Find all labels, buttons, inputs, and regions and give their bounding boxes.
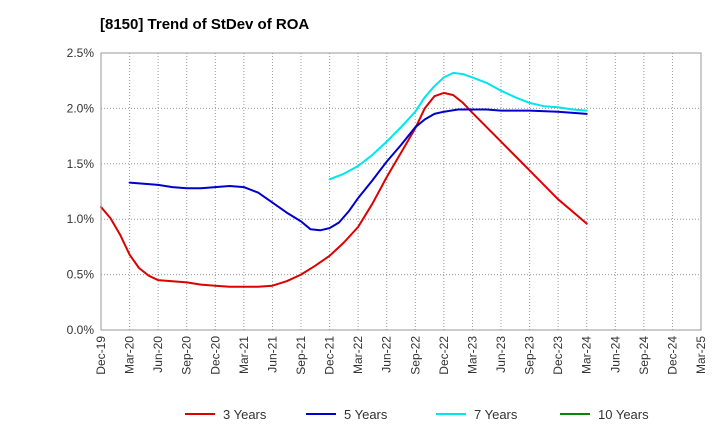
y-tick-label: 1.5% xyxy=(67,157,95,171)
legend-label-7-years: 7 Years xyxy=(474,407,518,422)
x-axis: Dec-19 Mar-20 Jun-20 Sep-20 Dec-20 Mar-21 Jun-… xyxy=(94,336,708,375)
x-tick-label: Mar-22 xyxy=(351,336,365,374)
x-tick-label: Dec-19 xyxy=(94,336,108,375)
plot-area xyxy=(101,53,701,330)
series-line-7-years xyxy=(328,71,588,181)
y-tick-label: 0.5% xyxy=(67,268,95,282)
x-tick-label: Jun-20 xyxy=(151,336,165,373)
legend-label-5-years: 5 Years xyxy=(344,407,388,422)
legend-label-10-years: 10 Years xyxy=(598,407,649,422)
x-tick-label: Jun-23 xyxy=(494,336,508,373)
x-tick-label: Mar-23 xyxy=(465,336,479,374)
legend-label-3-years: 3 Years xyxy=(223,407,267,422)
y-tick-label: 0.0% xyxy=(67,323,95,337)
x-tick-label: Mar-20 xyxy=(123,336,137,374)
plot-frame xyxy=(100,52,702,331)
x-tick-label: Dec-24 xyxy=(665,336,679,375)
series-line-3-years xyxy=(100,91,588,288)
chart-title: [8150] Trend of StDev of ROA xyxy=(100,16,309,33)
x-tick-label: Sep-20 xyxy=(180,336,194,375)
y-tick-label: 2.0% xyxy=(67,101,95,115)
x-tick-label: Dec-22 xyxy=(437,336,451,375)
x-tick-label: Jun-24 xyxy=(608,336,622,373)
y-tick-label: 2.5% xyxy=(67,46,95,60)
x-tick-label: Sep-23 xyxy=(523,336,537,375)
series-lines xyxy=(100,71,588,288)
x-tick-label: Sep-21 xyxy=(294,336,308,375)
y-tick-label: 1.0% xyxy=(67,212,95,226)
x-tick-label: Sep-24 xyxy=(637,336,651,375)
x-tick-label: Mar-24 xyxy=(580,336,594,374)
x-tick-label: Dec-20 xyxy=(208,336,222,375)
x-tick-label: Dec-21 xyxy=(323,336,337,375)
y-axis: 0.0% 0.5% 1.0% 1.5% 2.0% 2.5% xyxy=(67,46,95,337)
series-line-5-years xyxy=(128,108,588,232)
x-tick-label: Dec-23 xyxy=(551,336,565,375)
x-tick-label: Jun-21 xyxy=(265,336,279,373)
legend: 3 Years 5 Years 7 Years 10 Years xyxy=(185,407,649,422)
x-tick-label: Sep-22 xyxy=(408,336,422,375)
x-tick-label: Mar-21 xyxy=(237,336,251,374)
x-tick-label: Jun-22 xyxy=(380,336,394,373)
x-tick-label: Mar-25 xyxy=(694,336,708,374)
gridlines xyxy=(101,53,701,330)
